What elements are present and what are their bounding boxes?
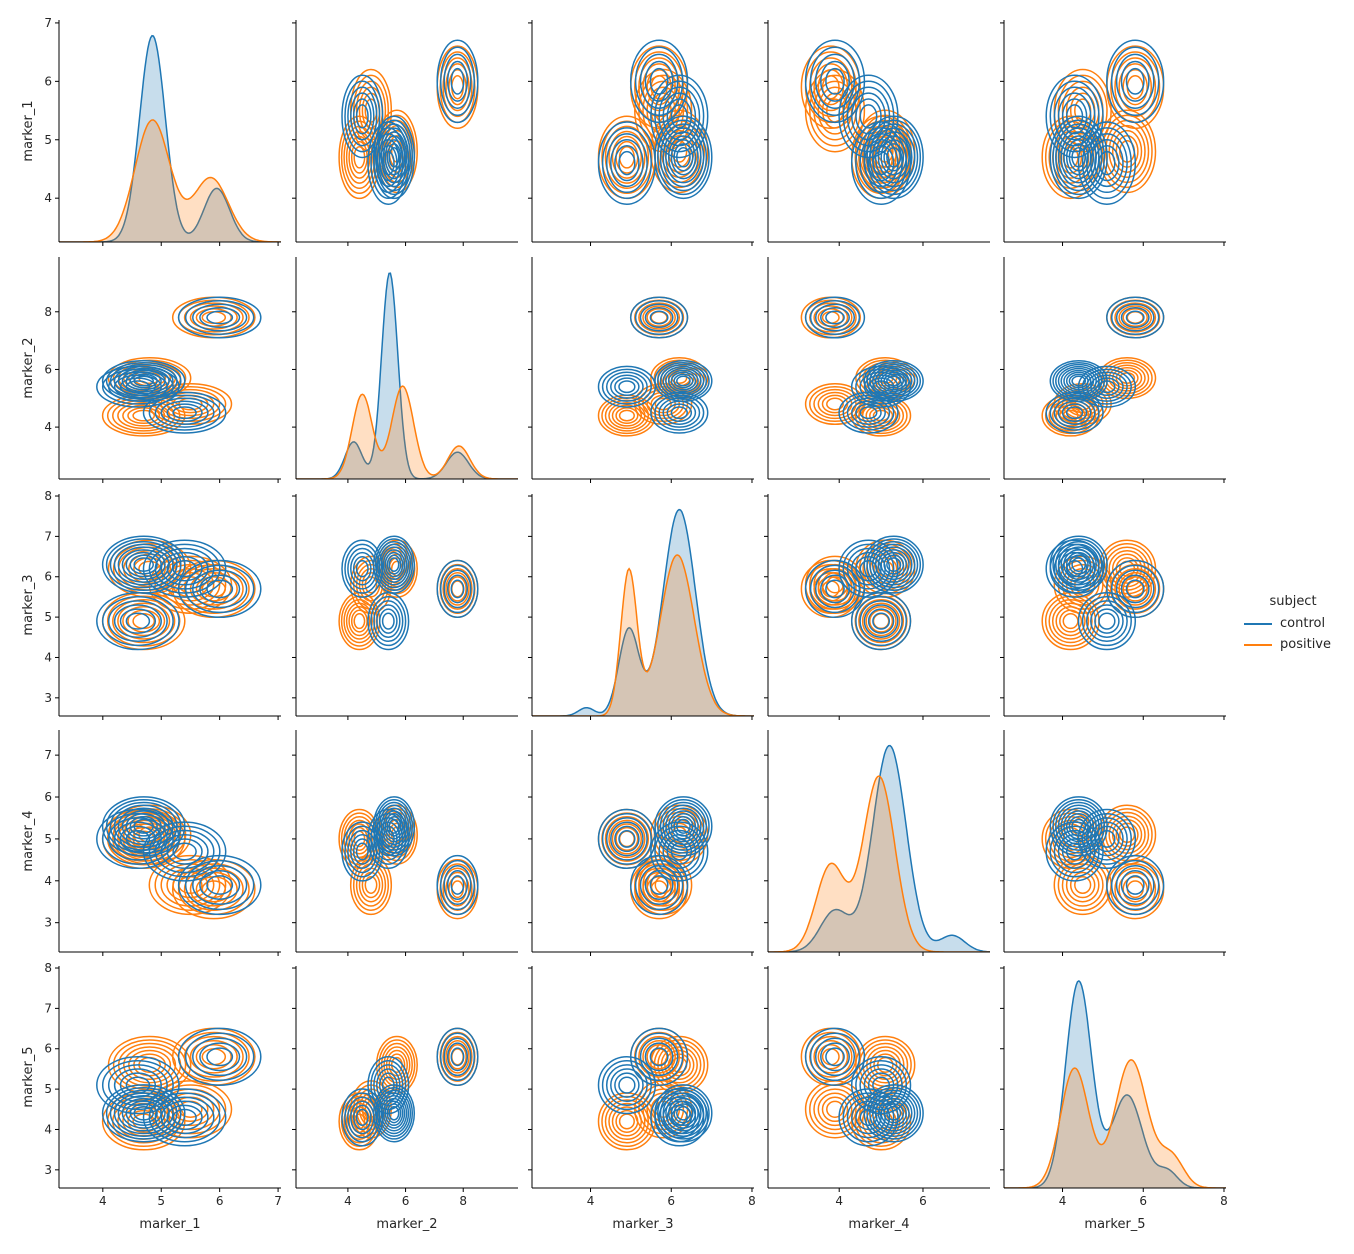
x-tick-label: 5 [157,1194,165,1208]
y-axis-label: marker_4 [21,810,36,871]
x-tick-label: 8 [748,1194,756,1208]
panel-marker_5-vs-marker_1: 4 5 6 7 3 4 5 6 7 8 marker_1 marker_5 [21,961,282,1232]
panel-marker_4-vs-marker_1: 3 4 5 6 7 marker_4 [21,730,281,956]
y-axis-label: marker_5 [21,1046,36,1107]
y-tick-label: 6 [44,362,52,376]
panel-marker_1-vs-marker_3 [528,20,754,246]
x-axis-label: marker_1 [139,1217,200,1232]
legend-label-positive: positive [1280,637,1331,652]
y-tick-label: 3 [44,916,52,930]
y-tick-label: 6 [44,1042,52,1056]
panel-marker_5-vs-marker_2: 4 6 8 marker_2 [292,966,518,1232]
x-tick-label: 4 [99,1194,107,1208]
y-tick-label: 4 [44,650,52,664]
x-tick-label: 6 [919,1194,927,1208]
panel-marker_2-vs-marker_5 [1000,257,1226,483]
panel-marker_4-vs-marker_4 [764,730,990,956]
control-line-icon [1244,622,1272,625]
y-tick-label: 7 [44,748,52,762]
y-tick-label: 6 [44,570,52,584]
panel-marker_3-vs-marker_1: 3 4 5 6 7 8 marker_3 [21,489,281,720]
x-tick-label: 4 [835,1194,843,1208]
panel-marker_3-vs-marker_4 [764,494,990,720]
y-tick-label: 7 [44,16,52,30]
panel-marker_4-vs-marker_5 [1000,730,1226,956]
x-axis-label: marker_5 [1084,1217,1145,1232]
panel-marker_5-vs-marker_3: 4 6 8 marker_3 [528,966,756,1232]
y-axis-label: marker_2 [21,337,36,398]
y-tick-label: 7 [44,529,52,543]
y-tick-label: 5 [44,832,52,846]
y-tick-label: 7 [44,1001,52,1015]
y-axis-label: marker_1 [21,100,36,161]
panel-marker_4-vs-marker_2 [292,730,518,956]
x-tick-label: 4 [587,1194,595,1208]
x-tick-label: 8 [459,1194,467,1208]
legend-item-control: control [1244,613,1354,634]
panel-marker_2-vs-marker_4 [764,257,990,483]
legend: subject control positive [1244,594,1354,655]
x-tick-label: 6 [1139,1194,1147,1208]
y-tick-label: 8 [44,489,52,503]
positive-line-icon [1244,643,1272,646]
x-axis-label: marker_4 [848,1217,909,1232]
panel-marker_1-vs-marker_4 [764,20,990,246]
panel-marker_4-vs-marker_3 [528,730,754,956]
x-tick-label: 7 [274,1194,282,1208]
y-tick-label: 6 [44,790,52,804]
panel-marker_3-vs-marker_2 [292,494,518,720]
panel-marker_5-vs-marker_4: 4 6 marker_4 [764,966,990,1232]
x-tick-label: 8 [1220,1194,1228,1208]
panel-marker_1-vs-marker_1: 4 5 6 7 marker_1 [21,16,281,246]
y-tick-label: 4 [44,420,52,434]
y-tick-label: 3 [44,691,52,705]
y-tick-label: 4 [44,874,52,888]
y-axis-label: marker_3 [21,574,36,635]
x-tick-label: 4 [1059,1194,1067,1208]
x-tick-label: 4 [344,1194,352,1208]
panel-marker_2-vs-marker_1: 4 6 8 marker_2 [21,257,281,483]
panel-marker_2-vs-marker_2 [292,257,518,483]
y-tick-label: 5 [44,610,52,624]
x-tick-label: 6 [216,1194,224,1208]
y-tick-label: 6 [44,74,52,88]
panel-marker_3-vs-marker_3 [528,494,754,720]
legend-item-positive: positive [1244,634,1354,655]
legend-title: subject [1269,594,1317,609]
legend-label-control: control [1280,616,1326,631]
x-tick-label: 6 [402,1194,410,1208]
panel-marker_1-vs-marker_2 [292,20,518,246]
x-axis-label: marker_2 [376,1217,437,1232]
y-tick-label: 8 [44,305,52,319]
x-axis-label: marker_3 [612,1217,673,1232]
panel-marker_3-vs-marker_5 [1000,494,1226,720]
y-tick-label: 3 [44,1163,52,1177]
y-tick-label: 8 [44,961,52,975]
y-tick-label: 5 [44,133,52,147]
y-tick-label: 4 [44,1122,52,1136]
y-tick-label: 4 [44,191,52,205]
panel-marker_1-vs-marker_5 [1000,20,1226,246]
y-tick-label: 5 [44,1082,52,1096]
panel-marker_2-vs-marker_3 [528,257,754,483]
x-tick-label: 6 [667,1194,675,1208]
panel-marker_5-vs-marker_5: 4 6 8 marker_5 [1000,966,1228,1232]
